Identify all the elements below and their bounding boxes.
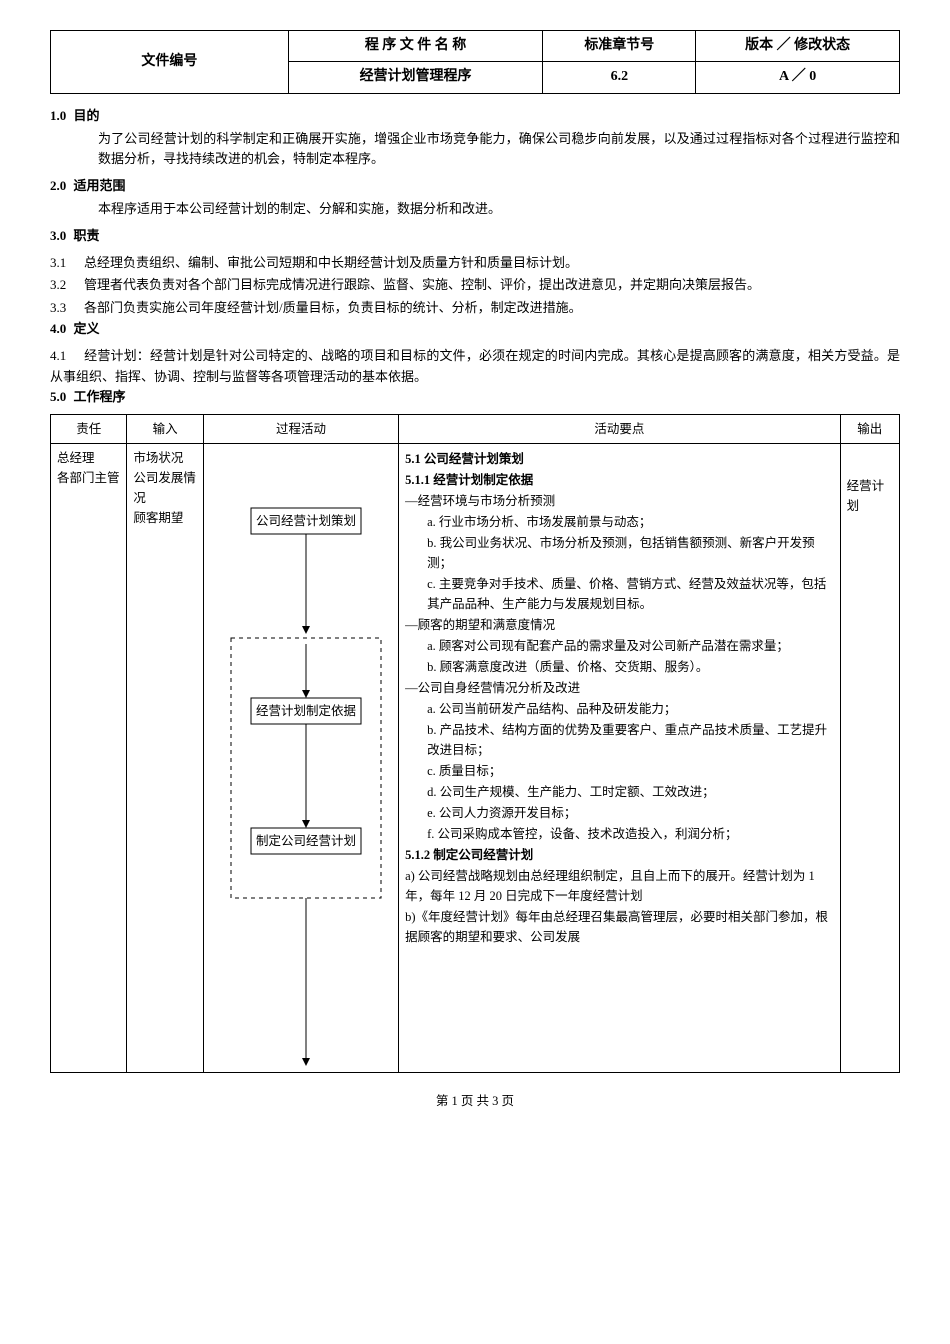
version-status-value: A ／ 0 bbox=[696, 62, 900, 93]
sub-text: 经营计划：经营计划是针对公司特定的、战略的项目和目标的文件，必须在规定的时间内完… bbox=[50, 348, 900, 384]
standard-chapter-label: 标准章节号 bbox=[543, 31, 696, 62]
resp-line: 总经理 bbox=[57, 448, 120, 468]
detail-cell: 5.1 公司经营计划策划 5.1.1 经营计划制定依据 —经营环境与市场分析预测… bbox=[399, 444, 840, 1073]
section-number: 5.0 bbox=[50, 389, 66, 404]
procedure-name-value: 经营计划管理程序 bbox=[288, 62, 543, 93]
sub-number: 4.1 bbox=[50, 346, 84, 367]
section-title: 定义 bbox=[74, 321, 100, 336]
detail-line: b. 产品技术、结构方面的优势及重要客户、重点产品技术质量、工艺提升改进目标； bbox=[427, 720, 833, 760]
sub-number: 3.3 bbox=[50, 298, 84, 319]
detail-line: —顾客的期望和满意度情况 bbox=[405, 615, 833, 635]
detail-line: a) 公司经营战略规划由总经理组织制定，且自上而下的展开。经营计划为 1 年，每… bbox=[405, 866, 833, 906]
table-header: 过程活动 bbox=[203, 415, 398, 444]
sub-text: 总经理负责组织、编制、审批公司短期和中长期经营计划及质量方针和质量目标计划。 bbox=[84, 255, 578, 270]
section-purpose: 1.0 目的 为了公司经营计划的科学制定和正确展开实施，增强企业市场竞争能力，确… bbox=[50, 106, 900, 170]
section-title: 职责 bbox=[74, 228, 100, 243]
standard-chapter-value: 6.2 bbox=[543, 62, 696, 93]
section-number: 3.0 bbox=[50, 228, 66, 243]
output-cell: 经营计划 bbox=[840, 444, 899, 1073]
detail-h12: 5.1.2 制定公司经营计划 bbox=[405, 845, 833, 865]
procedure-name-label: 程 序 文 件 名 称 bbox=[288, 31, 543, 62]
file-number-label: 文件编号 bbox=[51, 31, 289, 94]
detail-line: b. 我公司业务状况、市场分析及预测，包括销售额预测、新客户开发预测； bbox=[427, 533, 833, 573]
section-body: 本程序适用于本公司经营计划的制定、分解和实施，数据分析和改进。 bbox=[98, 199, 900, 220]
section-title: 目的 bbox=[74, 108, 100, 123]
input-line: 公司发展情况 bbox=[133, 468, 196, 508]
document-header-table: 文件编号 程 序 文 件 名 称 标准章节号 版本 ／ 修改状态 经营计划管理程… bbox=[50, 30, 900, 94]
flow-box-1-text: 公司经营计划策划 bbox=[256, 513, 356, 528]
detail-h1: 5.1 公司经营计划策划 bbox=[405, 449, 833, 469]
input-line: 顾客期望 bbox=[133, 508, 196, 528]
version-status-label: 版本 ／ 修改状态 bbox=[696, 31, 900, 62]
detail-line: b. 顾客满意度改进（质量、价格、交货期、服务）。 bbox=[427, 657, 833, 677]
section-scope: 2.0 适用范围 本程序适用于本公司经营计划的制定、分解和实施，数据分析和改进。 bbox=[50, 176, 900, 220]
sub-number: 3.1 bbox=[50, 253, 84, 274]
section-number: 2.0 bbox=[50, 178, 66, 193]
sub-item: 4.1经营计划：经营计划是针对公司特定的、战略的项目和目标的文件，必须在规定的时… bbox=[50, 346, 900, 388]
flow-cell: 公司经营计划策划 经营计划制定依据 制定公司经营计划 bbox=[203, 444, 398, 1073]
section-procedure: 5.0 工作程序 bbox=[50, 387, 900, 408]
resp-line: 各部门主管 bbox=[57, 468, 120, 488]
detail-line: c. 质量目标； bbox=[427, 761, 833, 781]
section-responsibility: 3.0 职责 bbox=[50, 226, 900, 247]
flow-box-2-text: 经营计划制定依据 bbox=[256, 703, 356, 718]
detail-line: a. 行业市场分析、市场发展前景与动态； bbox=[427, 512, 833, 532]
table-header: 输入 bbox=[127, 415, 203, 444]
sub-item: 3.2管理者代表负责对各个部门目标完成情况进行跟踪、监督、实施、控制、评价，提出… bbox=[50, 275, 900, 296]
sub-item: 3.1总经理负责组织、编制、审批公司短期和中长期经营计划及质量方针和质量目标计划… bbox=[50, 253, 900, 274]
section-number: 1.0 bbox=[50, 108, 66, 123]
table-header: 输出 bbox=[840, 415, 899, 444]
detail-line: c. 主要竞争对手技术、质量、价格、营销方式、经营及效益状况等，包括其产品品种、… bbox=[427, 574, 833, 614]
detail-line: —经营环境与市场分析预测 bbox=[405, 491, 833, 511]
detail-line: f. 公司采购成本管控，设备、技术改造投入，利润分析； bbox=[427, 824, 833, 844]
input-cell: 市场状况 公司发展情况 顾客期望 bbox=[127, 444, 203, 1073]
section-title: 适用范围 bbox=[74, 178, 126, 193]
work-procedure-table: 责任 输入 过程活动 活动要点 输出 总经理 各部门主管 市场状况 公司发展情况… bbox=[50, 414, 900, 1073]
detail-h11: 5.1.1 经营计划制定依据 bbox=[405, 470, 833, 490]
detail-line: d. 公司生产规模、生产能力、工时定额、工效改进； bbox=[427, 782, 833, 802]
flowchart-svg: 公司经营计划策划 经营计划制定依据 制定公司经营计划 bbox=[211, 448, 391, 1068]
output-text: 经营计划 bbox=[847, 476, 893, 516]
section-body: 为了公司经营计划的科学制定和正确展开实施，增强企业市场竞争能力，确保公司稳步向前… bbox=[98, 129, 900, 171]
detail-line: a. 公司当前研发产品结构、品种及研发能力； bbox=[427, 699, 833, 719]
detail-line: —公司自身经营情况分析及改进 bbox=[405, 678, 833, 698]
table-header: 活动要点 bbox=[399, 415, 840, 444]
flow-box-3-text: 制定公司经营计划 bbox=[256, 833, 356, 848]
responsibility-cell: 总经理 各部门主管 bbox=[51, 444, 127, 1073]
input-line: 市场状况 bbox=[133, 448, 196, 468]
page-footer: 第 1 页 共 3 页 bbox=[50, 1091, 900, 1111]
section-definition: 4.0 定义 bbox=[50, 319, 900, 340]
detail-line: a. 顾客对公司现有配套产品的需求量及对公司新产品潜在需求量； bbox=[427, 636, 833, 656]
detail-line: e. 公司人力资源开发目标； bbox=[427, 803, 833, 823]
section-number: 4.0 bbox=[50, 321, 66, 336]
sub-item: 3.3各部门负责实施公司年度经营计划/质量目标，负责目标的统计、分析，制定改进措… bbox=[50, 298, 900, 319]
detail-line: b)《年度经营计划》每年由总经理召集最高管理层，必要时相关部门参加，根据顾客的期… bbox=[405, 907, 833, 947]
table-header: 责任 bbox=[51, 415, 127, 444]
section-title: 工作程序 bbox=[74, 389, 126, 404]
sub-text: 各部门负责实施公司年度经营计划/质量目标，负责目标的统计、分析，制定改进措施。 bbox=[84, 300, 582, 315]
